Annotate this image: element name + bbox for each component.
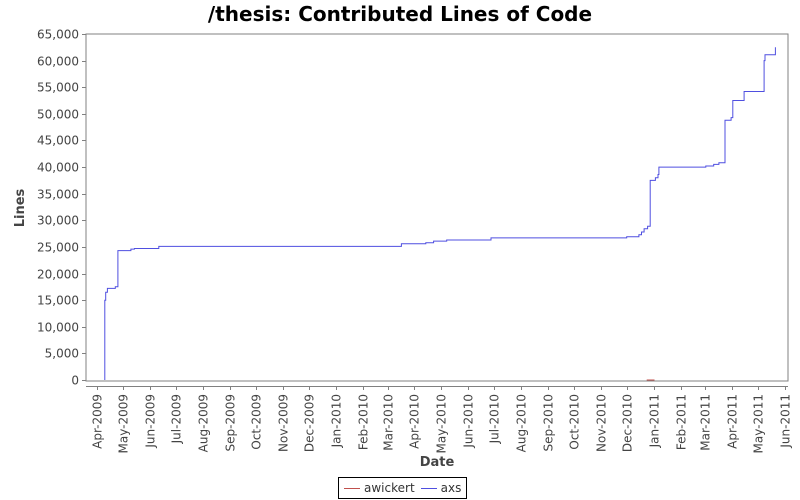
y-tick-label: 5,000 <box>45 347 79 361</box>
x-tick-label: Sep-2010 <box>542 394 556 452</box>
y-tick-label: 55,000 <box>37 81 79 95</box>
legend-swatch-awickert <box>344 487 360 489</box>
y-tick-label: 25,000 <box>37 241 79 255</box>
chart-title: /thesis: Contributed Lines of Code <box>207 2 593 26</box>
x-tick-label: Oct-2010 <box>568 394 582 450</box>
x-tick-label: Feb-2011 <box>675 394 689 450</box>
x-tick-label: Jun-2010 <box>462 394 476 449</box>
y-tick-label: 65,000 <box>37 28 79 42</box>
x-tick-label: May-2009 <box>117 394 131 453</box>
legend-item-axs: axs <box>420 481 462 495</box>
x-tick-label: Apr-2009 <box>91 394 105 449</box>
x-tick-label: Mar-2011 <box>699 394 713 451</box>
y-tick-label: 40,000 <box>37 161 79 175</box>
y-axis-label: Lines <box>13 188 28 227</box>
y-tick-label: 30,000 <box>37 214 79 228</box>
x-tick-label: Aug-2010 <box>515 394 529 452</box>
x-tick-label: Sep-2009 <box>224 394 238 452</box>
legend-label-awickert: awickert <box>364 481 415 495</box>
plot-area <box>85 33 789 382</box>
legend-item-awickert: awickert <box>344 481 415 495</box>
x-tick-label: Jan-2011 <box>648 394 662 448</box>
x-tick-label: Feb-2010 <box>357 394 371 450</box>
x-tick-label: May-2010 <box>435 394 449 453</box>
x-tick-label: Nov-2009 <box>277 394 291 452</box>
x-tick-label: Apr-2011 <box>726 394 740 449</box>
x-tick-label: Aug-2009 <box>197 394 211 452</box>
y-tick-label: 35,000 <box>37 188 79 202</box>
y-tick-label: 10,000 <box>37 321 79 335</box>
x-tick-label: Nov-2010 <box>595 394 609 452</box>
x-tick-label: May-2011 <box>752 394 766 453</box>
x-tick-label: Jun-2009 <box>144 394 158 449</box>
x-tick-label: Jul-2010 <box>488 394 502 444</box>
y-tick-label: 50,000 <box>37 108 79 122</box>
chart-legend: awickert axs <box>338 477 468 499</box>
y-tick-label: 60,000 <box>37 55 79 69</box>
x-tick-label: Oct-2009 <box>250 394 264 450</box>
x-tick-label: Apr-2010 <box>408 394 422 449</box>
y-tick-label: 0 <box>71 374 79 388</box>
x-tick-label: Jan-2010 <box>330 394 344 448</box>
x-tick-label: Jul-2009 <box>170 394 184 444</box>
x-tick-label: Dec-2010 <box>621 394 635 452</box>
y-tick-label: 45,000 <box>37 134 79 148</box>
x-axis-label: Date <box>420 455 455 470</box>
y-tick-label: 20,000 <box>37 268 79 282</box>
series-line-axs <box>104 47 776 380</box>
legend-swatch-axs <box>420 487 437 489</box>
x-tick-label: Mar-2010 <box>382 394 396 451</box>
legend-label-axs: axs <box>440 481 462 495</box>
x-tick-label: Jun-2011 <box>779 394 793 449</box>
y-tick-label: 15,000 <box>37 294 79 308</box>
x-tick-label: Dec-2009 <box>303 394 317 452</box>
